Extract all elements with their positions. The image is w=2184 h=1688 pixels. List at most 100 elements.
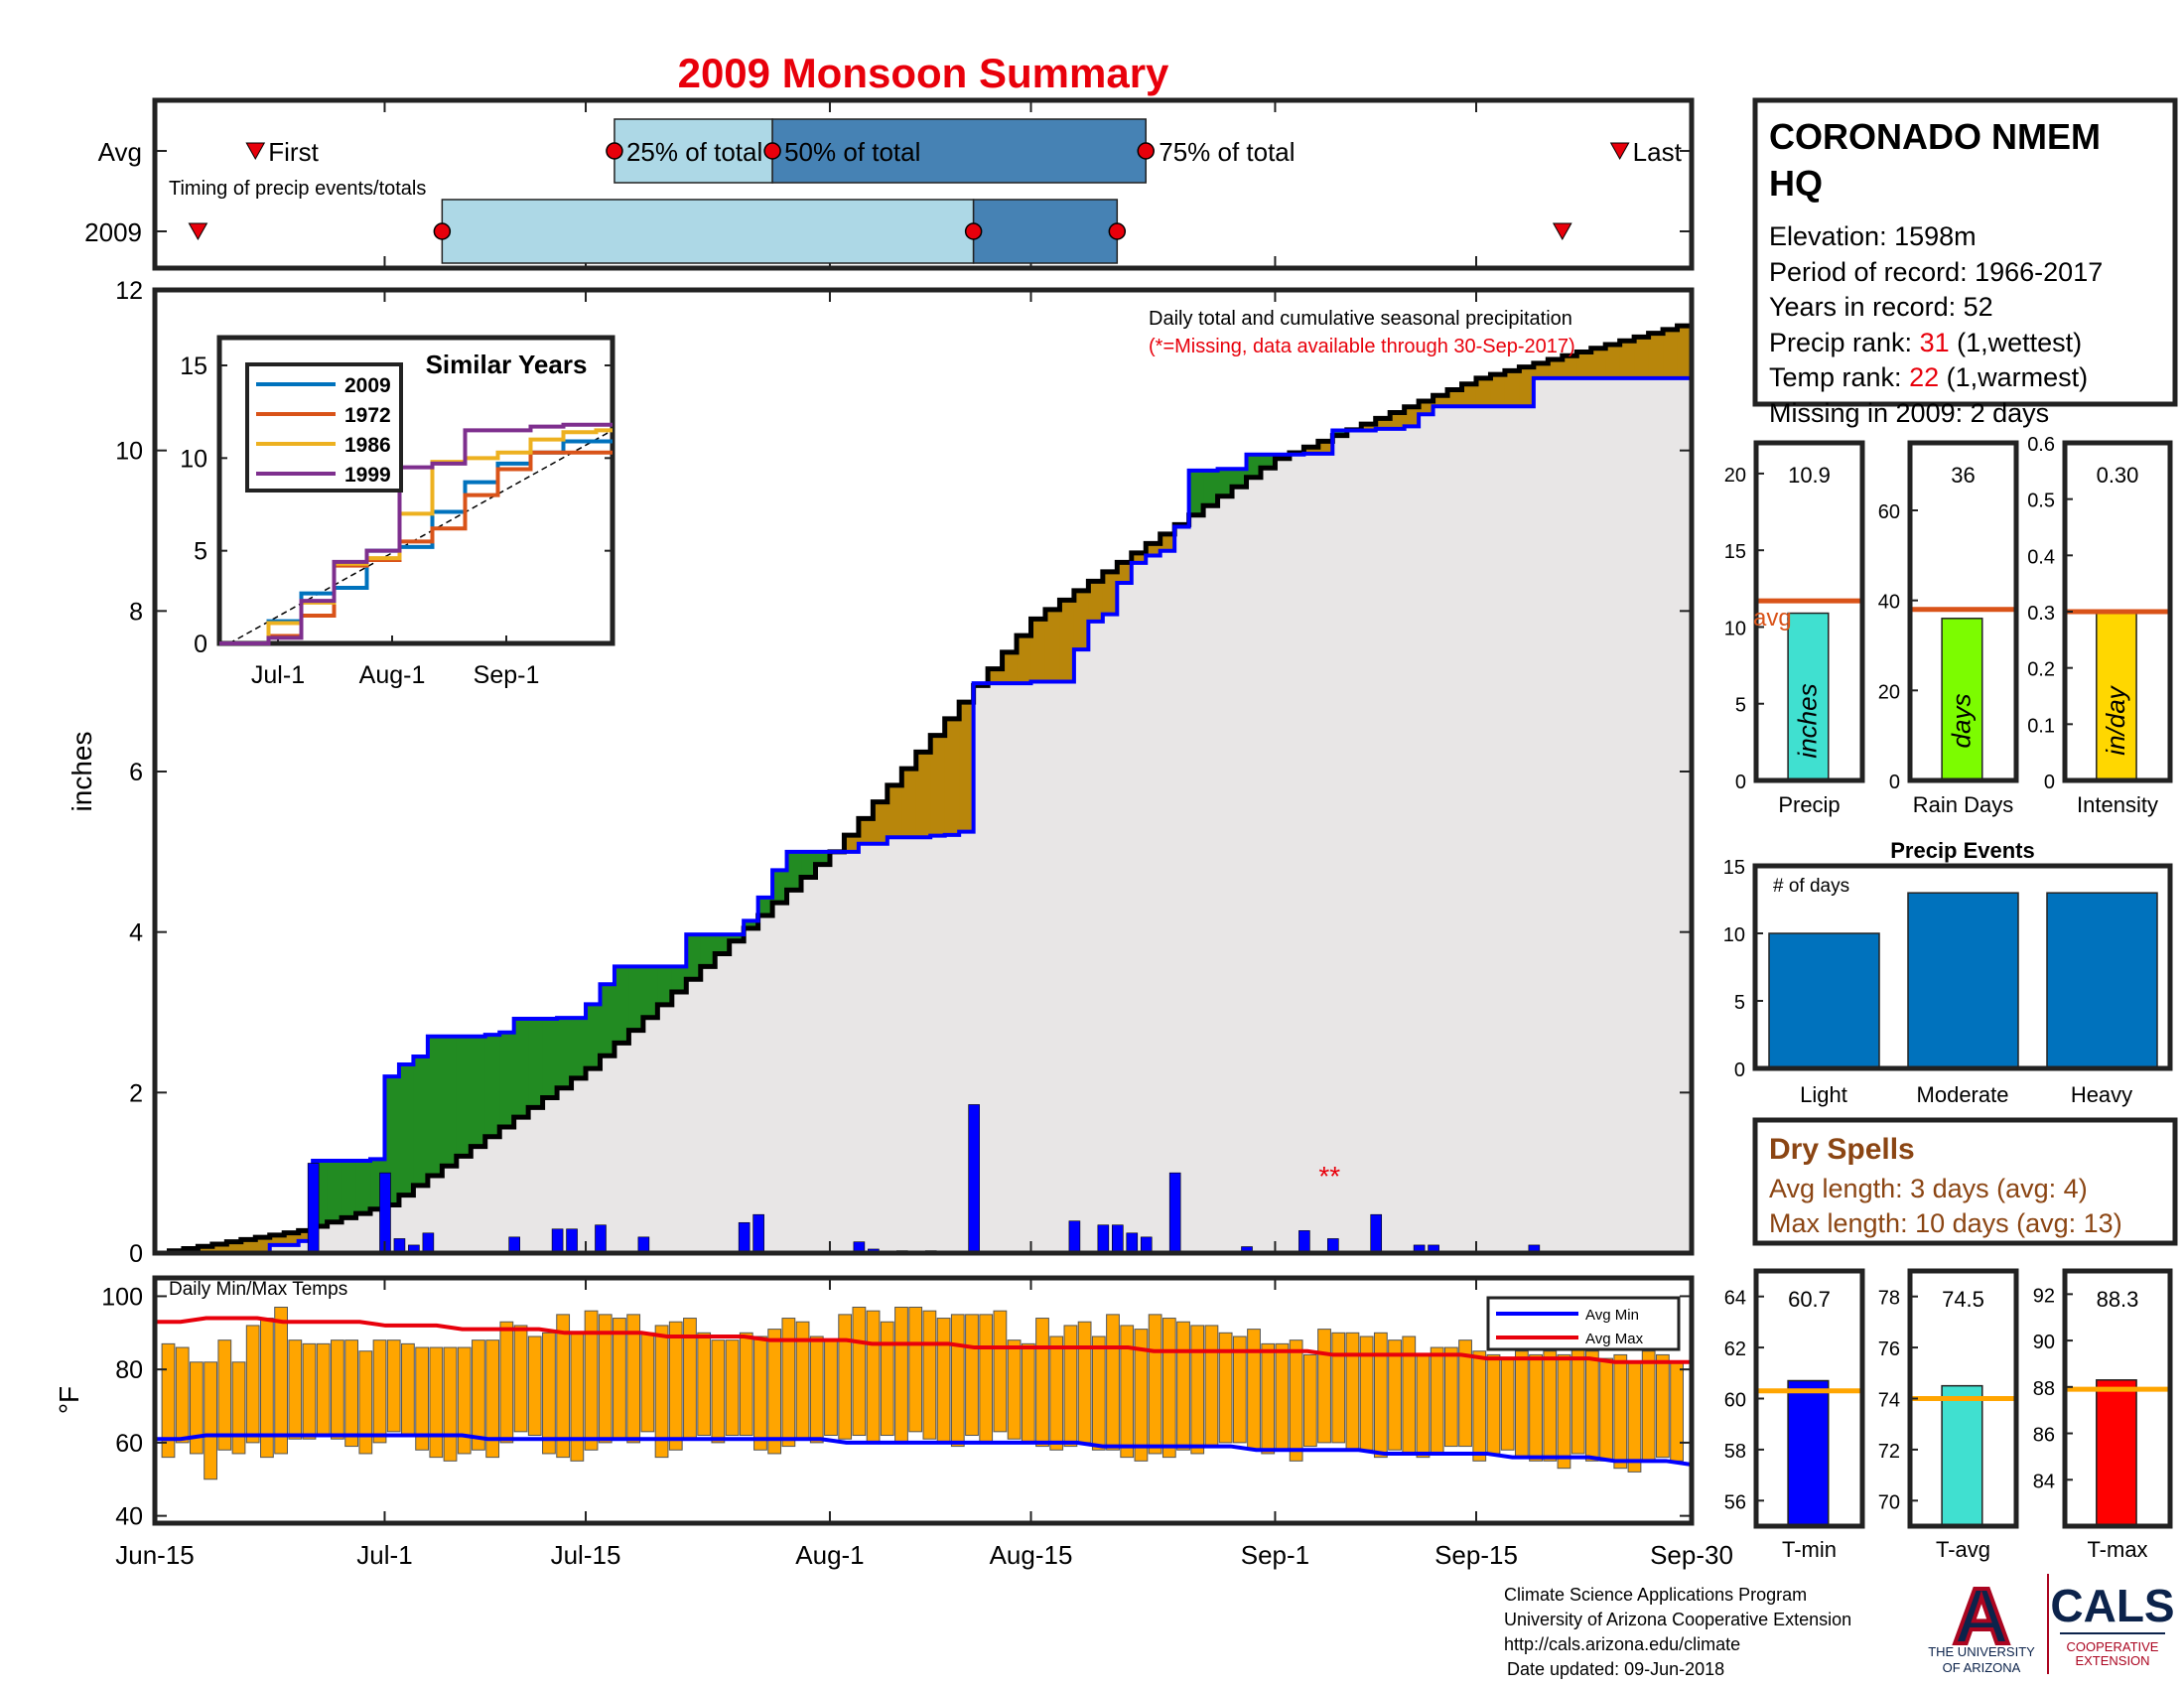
below-average-fill bbox=[1131, 552, 1147, 563]
daily-temp-range-bar bbox=[1388, 1339, 1402, 1451]
daily-temp-range-bar bbox=[1190, 1325, 1205, 1455]
precip-rank-value: 31 bbox=[1920, 328, 1950, 357]
inset-legend-label: 2009 bbox=[344, 374, 391, 397]
temp-summary-y-tick-label: 72 bbox=[1878, 1441, 1900, 1463]
above-average-fill bbox=[528, 1018, 544, 1108]
summary-y-tick-label: 0 bbox=[2044, 772, 2055, 793]
daily-temp-range-bar bbox=[993, 1310, 1008, 1433]
temp-chart-frame bbox=[152, 1275, 1695, 1526]
above-average-fill bbox=[715, 934, 731, 954]
precip-event-label: Light bbox=[1800, 1082, 1847, 1107]
daily-temp-range-bar bbox=[866, 1310, 881, 1444]
timing-first-last-marker bbox=[1552, 222, 1572, 241]
daily-temp-range-bar bbox=[372, 1339, 387, 1444]
below-average-fill bbox=[1117, 562, 1133, 584]
above-average-fill bbox=[786, 851, 802, 891]
summary-y-tick-label: 10 bbox=[1724, 618, 1746, 639]
above-average-fill bbox=[671, 966, 687, 993]
below-average-fill bbox=[1475, 377, 1492, 407]
figure-title: 2009 Monsoon Summary bbox=[678, 50, 1169, 96]
temp-summary-y-tick-label: 78 bbox=[1878, 1288, 1900, 1310]
precip-rank-label: Precip rank: bbox=[1769, 328, 1920, 357]
y-tick-label: 10 bbox=[115, 438, 143, 466]
daily-temp-range-bar bbox=[443, 1346, 458, 1462]
cals-logo-text: CALS bbox=[2050, 1580, 2174, 1631]
daily-temp-range-bar bbox=[654, 1325, 669, 1459]
y-tick-label: 8 bbox=[129, 598, 143, 626]
daily-temp-range-bar bbox=[415, 1346, 430, 1451]
above-average-fill bbox=[355, 1161, 371, 1214]
above-average-fill bbox=[1246, 454, 1262, 478]
above-average-fill bbox=[341, 1161, 357, 1218]
summary-y-tick-label: 0 bbox=[1735, 772, 1746, 793]
above-average-fill bbox=[442, 1036, 458, 1167]
events-y-tick-label: 10 bbox=[1723, 924, 1745, 946]
temp-summary-y-tick-label: 74 bbox=[1878, 1390, 1900, 1412]
daily-temp-range-bar bbox=[1049, 1336, 1064, 1451]
above-average-fill bbox=[642, 966, 658, 1018]
temp-summary-y-tick-label: 70 bbox=[1878, 1491, 1900, 1513]
below-average-fill bbox=[887, 784, 902, 838]
daily-temp-range-bar bbox=[274, 1306, 288, 1455]
above-average-fill bbox=[413, 1055, 429, 1186]
daily-temp-range-bar bbox=[1486, 1353, 1501, 1455]
y-tick-label: 6 bbox=[129, 759, 143, 786]
below-average-fill bbox=[284, 1232, 300, 1245]
daily-temp-range-bar bbox=[1148, 1314, 1162, 1455]
temp-legend-label-min: Avg Min bbox=[1585, 1307, 1639, 1324]
timing-percentile-marker bbox=[1108, 222, 1127, 240]
timing-percentile-marker bbox=[1137, 142, 1155, 160]
below-average-fill bbox=[269, 1234, 285, 1245]
daily-temp-range-bar bbox=[1331, 1332, 1346, 1444]
ua-logo-text2: OF ARIZONA bbox=[1943, 1660, 2021, 1675]
events-y-tick-label: 0 bbox=[1734, 1059, 1745, 1081]
inset-y-tick-label: 10 bbox=[180, 445, 207, 473]
below-average-fill bbox=[1634, 337, 1650, 378]
daily-temp-range-bar bbox=[781, 1318, 796, 1448]
inset-legend-label: 1999 bbox=[344, 464, 391, 487]
summary-y-tick-label: 40 bbox=[1878, 592, 1900, 614]
timing-box-25-50 bbox=[614, 118, 773, 184]
temp-summary-y-tick-label: 86 bbox=[2033, 1425, 2055, 1447]
summary-bar-text-precip: inches bbox=[1792, 683, 1822, 758]
inset-series-1986 bbox=[219, 428, 613, 645]
missing-data-marker: ** bbox=[1318, 1161, 1340, 1192]
cals-logo-coop2: EXTENSION bbox=[2075, 1653, 2149, 1668]
above-average-fill bbox=[456, 1036, 472, 1157]
summary-y-tick-label: 60 bbox=[1878, 501, 1900, 523]
daily-temp-range-bar bbox=[429, 1346, 444, 1459]
below-average-fill bbox=[226, 1241, 242, 1253]
above-average-fill bbox=[772, 870, 788, 904]
daily-temp-range-bar bbox=[613, 1318, 626, 1440]
inset-legend-label: 1986 bbox=[344, 434, 391, 457]
below-average-fill bbox=[901, 769, 917, 838]
daily-temp-range-bar bbox=[1627, 1361, 1642, 1473]
temp-legend-box bbox=[1486, 1296, 1681, 1351]
above-average-fill bbox=[700, 934, 716, 967]
summary-y-tick-label: 0.6 bbox=[2027, 434, 2055, 456]
daily-precip-bar bbox=[752, 1213, 764, 1254]
above-average-fill bbox=[744, 920, 759, 928]
cumulative-2009-line bbox=[155, 375, 1692, 1255]
dry-spells-title: Dry Spells bbox=[1769, 1133, 1915, 1166]
above-average-fill bbox=[571, 1018, 587, 1078]
below-average-fill bbox=[1447, 389, 1463, 407]
summary-bar-text-intensity: in/day bbox=[2101, 684, 2130, 755]
below-average-fill bbox=[1404, 406, 1420, 427]
daily-temp-range-bar bbox=[1670, 1361, 1684, 1462]
above-average-fill bbox=[586, 1004, 602, 1069]
daily-temp-range-bar bbox=[245, 1325, 260, 1444]
below-average-fill bbox=[873, 801, 888, 844]
daily-temp-range-bar bbox=[1416, 1353, 1431, 1459]
below-average-fill bbox=[1160, 533, 1175, 551]
daily-temp-range-bar bbox=[711, 1339, 726, 1444]
daily-temp-range-bar bbox=[1218, 1332, 1233, 1444]
daily-precip-bar bbox=[1168, 1172, 1181, 1254]
above-average-fill bbox=[1217, 469, 1233, 496]
timing-percentile-marker bbox=[606, 142, 623, 160]
below-average-fill bbox=[1059, 600, 1075, 682]
daily-temp-range-bar bbox=[739, 1332, 753, 1437]
above-average-fill bbox=[614, 966, 630, 1044]
temp-summary-bar-tmin bbox=[1787, 1379, 1830, 1527]
